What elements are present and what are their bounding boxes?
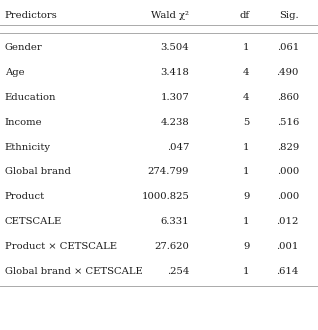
Text: df: df (239, 11, 250, 19)
Text: .254: .254 (167, 267, 189, 276)
Text: Ethnicity: Ethnicity (5, 143, 51, 151)
Text: 6.331: 6.331 (161, 217, 189, 226)
Text: 9: 9 (243, 242, 250, 251)
Text: 1: 1 (243, 267, 250, 276)
Text: Wald χ²: Wald χ² (151, 11, 189, 19)
Text: .061: .061 (277, 43, 299, 52)
Text: Product × CETSCALE: Product × CETSCALE (5, 242, 117, 251)
Text: 1.307: 1.307 (161, 93, 189, 102)
Text: 1: 1 (243, 43, 250, 52)
Text: Product: Product (5, 192, 45, 201)
Text: .047: .047 (167, 143, 189, 151)
Text: .000: .000 (277, 192, 299, 201)
Text: Predictors: Predictors (5, 11, 58, 19)
Text: 4: 4 (243, 93, 250, 102)
Text: .614: .614 (277, 267, 299, 276)
Text: Age: Age (5, 68, 24, 77)
Text: 4.238: 4.238 (161, 118, 189, 127)
Text: Sig.: Sig. (279, 11, 299, 19)
Text: 4: 4 (243, 68, 250, 77)
Text: 1: 1 (243, 168, 250, 177)
Text: 9: 9 (243, 192, 250, 201)
Text: 27.620: 27.620 (154, 242, 189, 251)
Text: 1: 1 (243, 143, 250, 151)
Text: .490: .490 (277, 68, 299, 77)
Text: 5: 5 (243, 118, 250, 127)
Text: .000: .000 (277, 168, 299, 177)
Text: CETSCALE: CETSCALE (5, 217, 62, 226)
Text: Global brand: Global brand (5, 168, 71, 177)
Text: .829: .829 (277, 143, 299, 151)
Text: .860: .860 (277, 93, 299, 102)
Text: Income: Income (5, 118, 42, 127)
Text: Gender: Gender (5, 43, 43, 52)
Text: .012: .012 (277, 217, 299, 226)
Text: 3.504: 3.504 (161, 43, 189, 52)
Text: .001: .001 (277, 242, 299, 251)
Text: 274.799: 274.799 (148, 168, 189, 177)
Text: Global brand × CETSCALE: Global brand × CETSCALE (5, 267, 142, 276)
Text: 3.418: 3.418 (160, 68, 189, 77)
Text: 1: 1 (243, 217, 250, 226)
Text: 1000.825: 1000.825 (141, 192, 189, 201)
Text: Education: Education (5, 93, 56, 102)
Text: .516: .516 (277, 118, 299, 127)
